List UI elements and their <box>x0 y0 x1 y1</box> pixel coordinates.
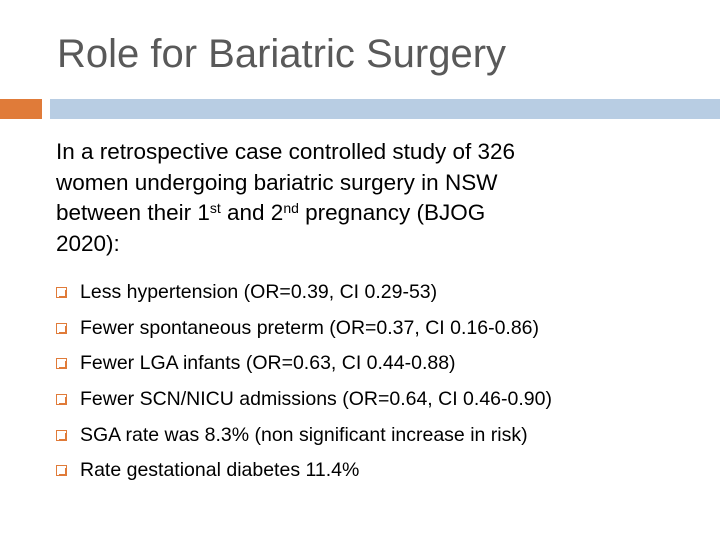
box-bullet-icon <box>56 322 67 334</box>
intro-line: In a retrospective case controlled study… <box>56 139 516 164</box>
findings-list: Less hypertension (OR=0.39, CI 0.29-53) … <box>56 279 552 493</box>
list-item-text: SGA rate was 8.3% (non significant incre… <box>80 423 528 446</box>
slide-title: Role for Bariatric Surgery <box>57 32 507 76</box>
list-item: SGA rate was 8.3% (non significant incre… <box>56 422 528 458</box>
intro-text: pregnancy (BJOG <box>298 200 486 225</box>
ordinal-superscript: st <box>209 200 221 216</box>
list-item-text: Fewer LGA infants (OR=0.63, CI 0.44-0.88… <box>80 352 456 375</box>
title-rule <box>50 99 720 119</box>
box-bullet-icon <box>56 394 67 406</box>
title-rule-accent <box>0 99 42 119</box>
list-item-text: Fewer SCN/NICU admissions (OR=0.64, CI 0… <box>80 388 552 411</box>
list-item: Fewer SCN/NICU admissions (OR=0.64, CI 0… <box>56 386 552 422</box>
box-bullet-icon <box>56 287 67 298</box>
intro-line: between their 1st and 2nd pregnancy (BJO… <box>56 198 696 229</box>
list-item-text: Fewer spontaneous preterm (OR=0.37, CI 0… <box>80 316 540 339</box>
intro-text: between their 1 <box>56 200 210 225</box>
list-item: Less hypertension (OR=0.39, CI 0.29-53) <box>56 279 437 315</box>
list-item: Fewer LGA infants (OR=0.63, CI 0.44-0.88… <box>56 350 456 386</box>
box-bullet-icon <box>56 429 67 441</box>
intro-line: 2020): <box>56 230 120 256</box>
list-item-text: Less hypertension (OR=0.39, CI 0.29-53) <box>80 281 438 303</box>
intro-text: and 2 <box>220 200 284 225</box>
intro-paragraph: In a retrospective case controlled study… <box>56 137 696 259</box>
box-bullet-icon <box>56 465 67 477</box>
ordinal-superscript: nd <box>283 200 299 216</box>
box-bullet-icon <box>56 358 67 370</box>
list-item: Rate gestational diabetes 11.4% <box>56 457 359 493</box>
intro-line: women undergoing bariatric surgery in NS… <box>56 169 498 195</box>
list-item: Fewer spontaneous preterm (OR=0.37, CI 0… <box>56 315 539 351</box>
list-item-text: Rate gestational diabetes 11.4% <box>80 459 360 482</box>
